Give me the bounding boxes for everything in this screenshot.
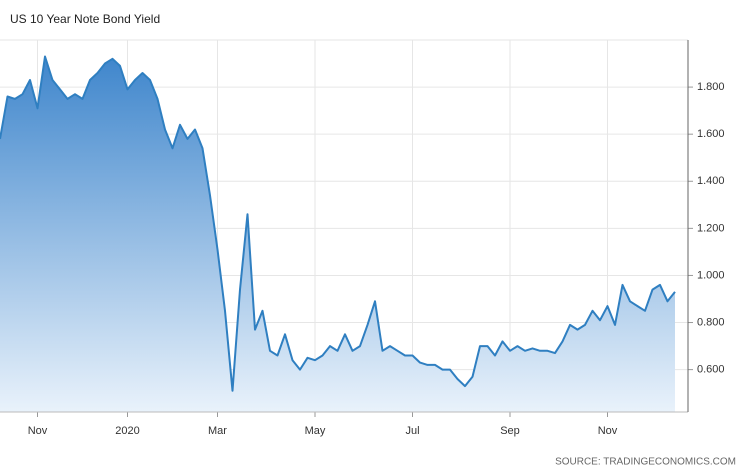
x-tick-label: Mar (208, 425, 227, 437)
x-tick-label: Nov (28, 425, 48, 437)
y-tick-label: 1.000 (697, 269, 725, 281)
y-tick-label: 0.600 (697, 364, 725, 376)
y-tick-label: 0.800 (697, 316, 725, 328)
x-tick-label: 2020 (115, 425, 139, 437)
x-tick-label: Sep (500, 425, 520, 437)
y-tick-label: 1.600 (697, 128, 725, 140)
y-tick-label: 1.200 (697, 222, 725, 234)
area-fill (0, 56, 675, 412)
chart-title: US 10 Year Note Bond Yield (10, 12, 160, 26)
y-tick-label: 1.800 (697, 81, 725, 93)
series-line (0, 55, 676, 392)
x-tick-label: May (305, 425, 326, 437)
source-note: SOURCE: TRADINGECONOMICS.COM (555, 457, 736, 468)
x-tick-label: Jul (405, 425, 419, 437)
y-tick-label: 1.400 (697, 175, 725, 187)
x-tick-label: Nov (598, 425, 618, 437)
